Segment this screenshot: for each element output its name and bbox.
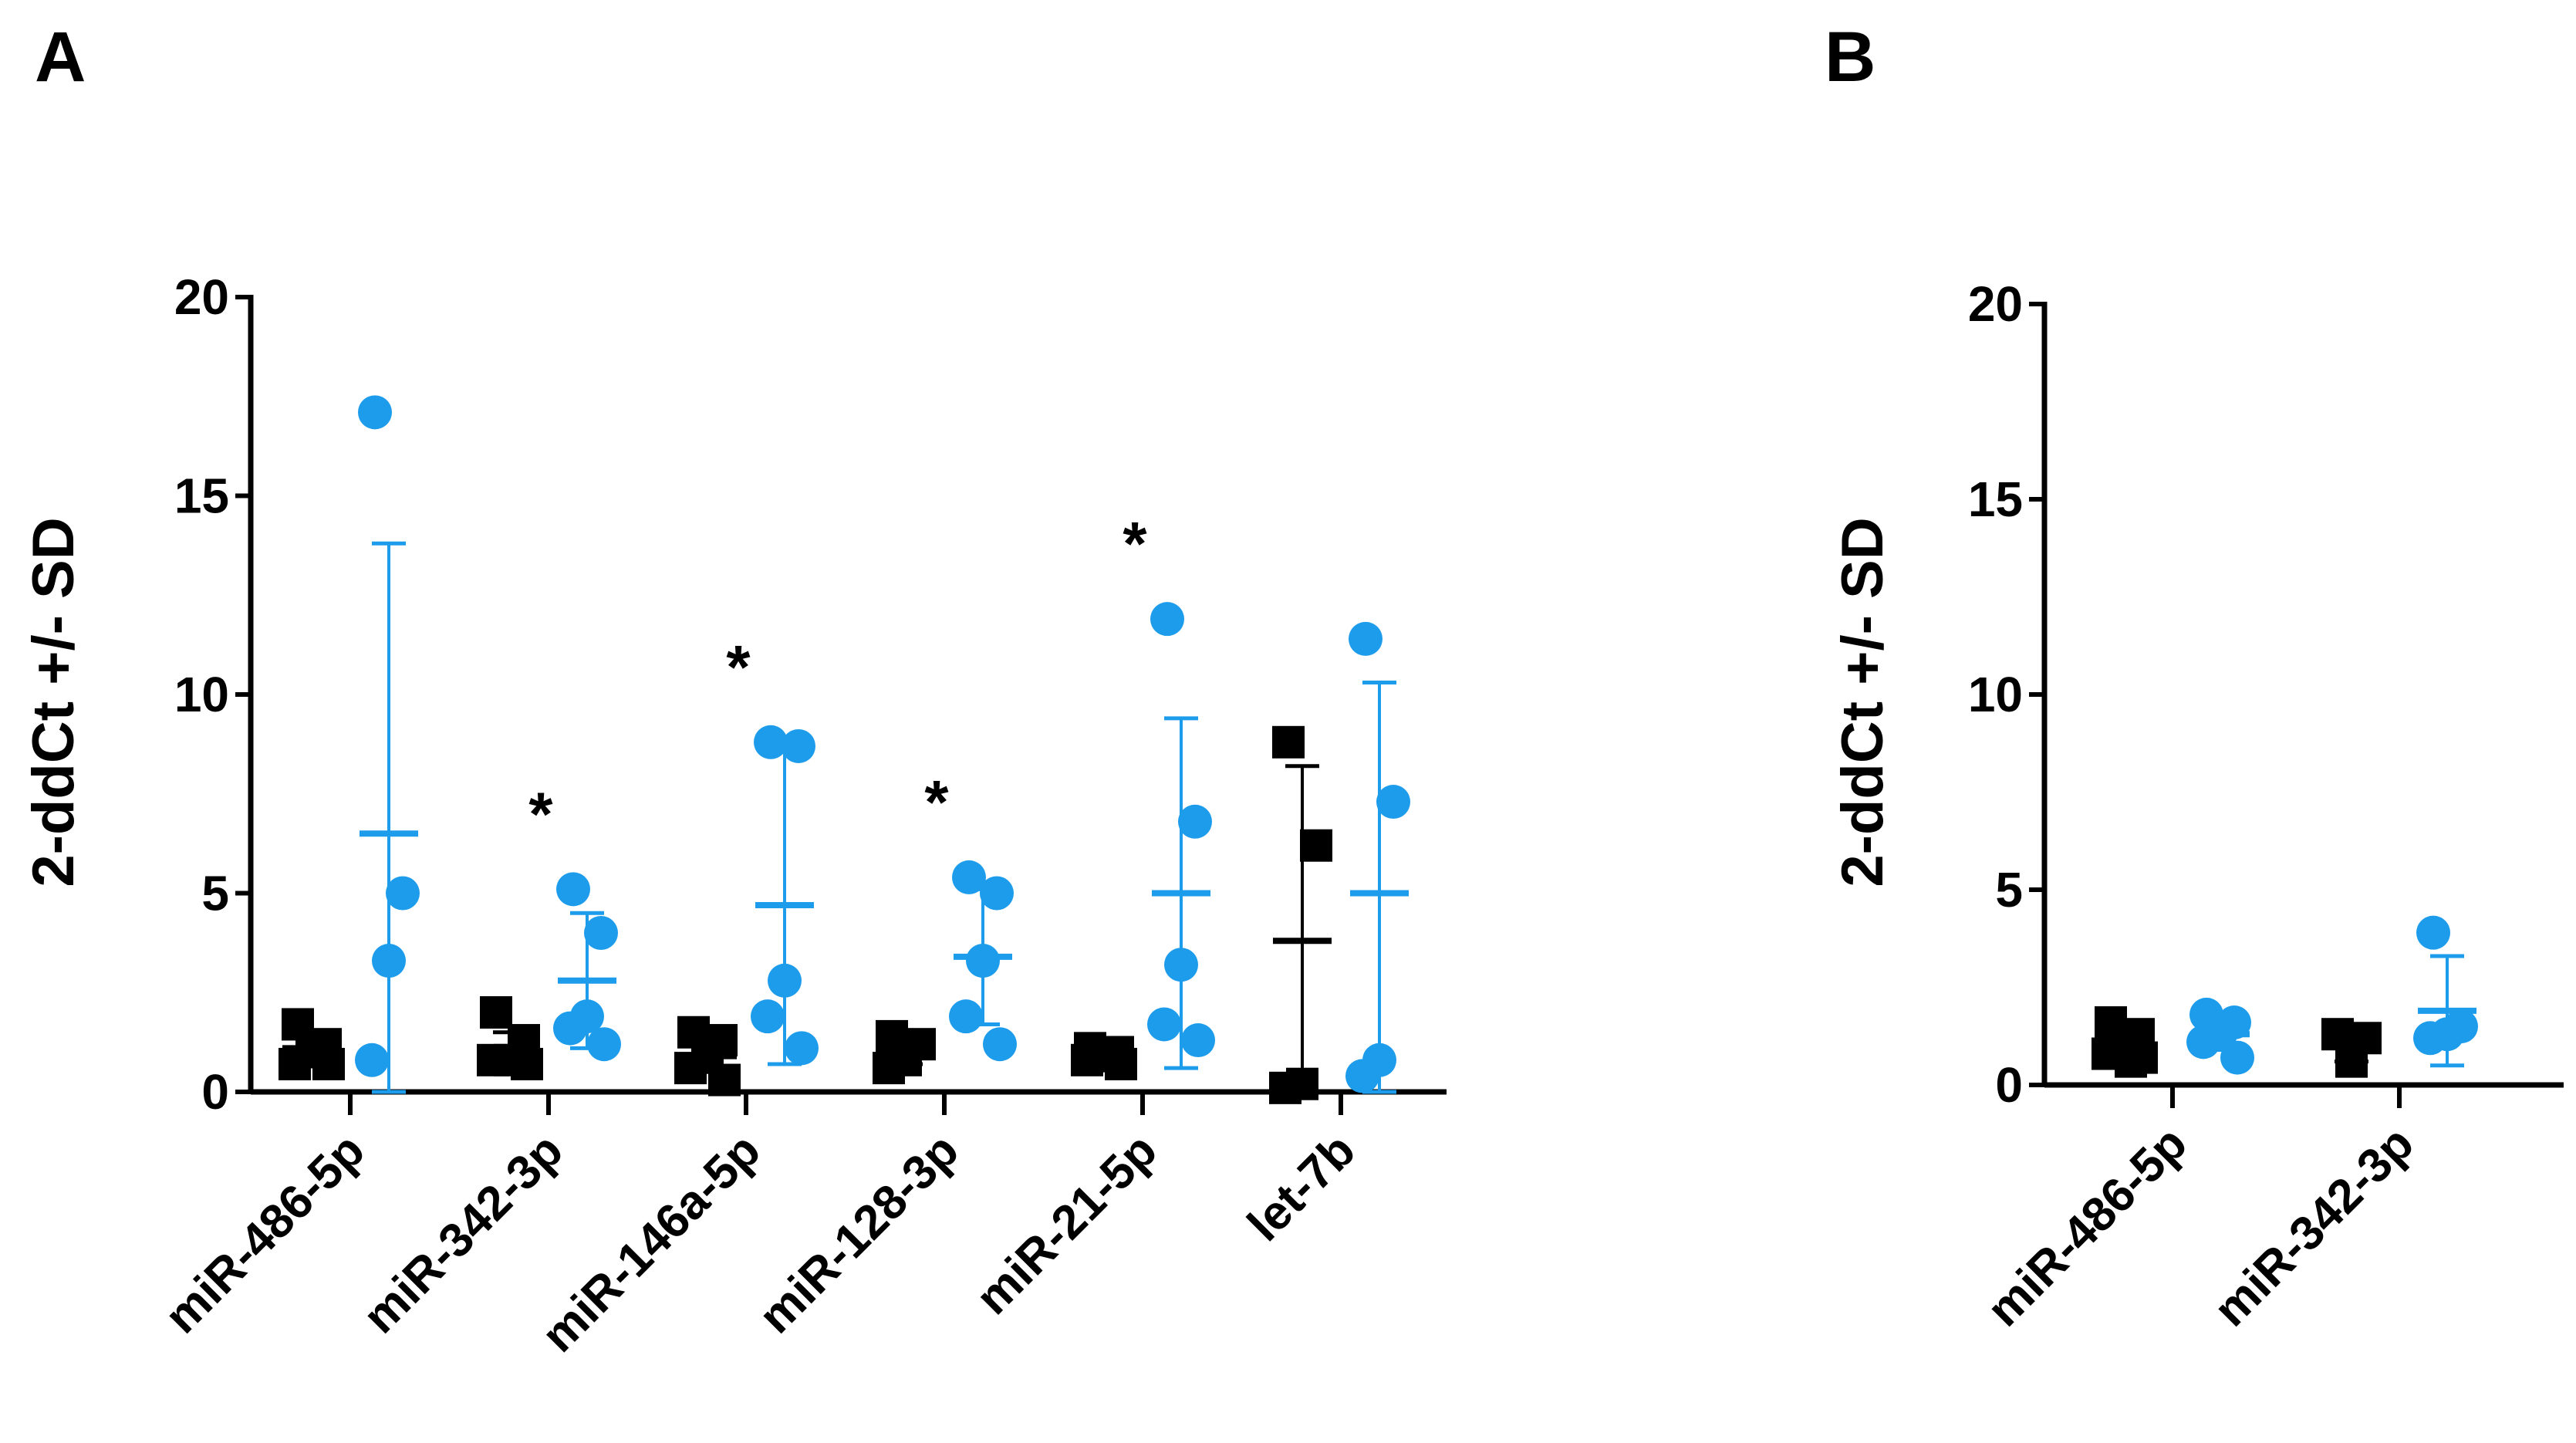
- data-point-circle: [1345, 1059, 1379, 1093]
- data-point-square: [2335, 1045, 2368, 1078]
- data-point-square: [1272, 725, 1305, 759]
- data-point-circle: [949, 999, 983, 1034]
- data-point-circle: [553, 1011, 587, 1046]
- data-point-circle: [584, 916, 618, 950]
- y-tick-label: 20: [1968, 276, 2023, 332]
- data-point-circle: [1147, 1007, 1181, 1042]
- y-tick-label: 0: [1995, 1057, 2023, 1113]
- significance-asterisk: *: [924, 768, 949, 836]
- data-point-square: [312, 1047, 345, 1080]
- data-point-circle: [785, 1031, 819, 1066]
- data-point-circle: [372, 944, 406, 978]
- data-point-circle: [966, 944, 1000, 978]
- data-point-circle: [587, 1027, 621, 1062]
- x-tick-label: miR-342-3p: [353, 1124, 573, 1343]
- data-point-circle: [386, 876, 420, 911]
- data-point-circle: [1164, 948, 1198, 982]
- data-point-circle: [2416, 915, 2450, 950]
- data-point-circle: [1181, 1023, 1215, 1058]
- y-tick-label: 5: [201, 866, 229, 921]
- data-point-circle: [355, 1043, 389, 1077]
- data-point-square: [1071, 1043, 1103, 1076]
- y-tick-label: 15: [174, 468, 229, 524]
- data-point-square: [1105, 1047, 1137, 1080]
- data-point-square: [708, 1063, 741, 1097]
- data-point-square: [873, 1052, 905, 1085]
- y-tick-label: 10: [1968, 667, 2023, 722]
- data-point-square: [674, 1052, 707, 1085]
- x-tick-label: miR-486-5p: [1977, 1117, 2197, 1337]
- panel-label: A: [35, 18, 86, 96]
- data-point-circle: [358, 395, 392, 430]
- data-point-circle: [2186, 1025, 2220, 1059]
- y-tick-label: 5: [1995, 862, 2023, 918]
- data-point-circle: [983, 1027, 1017, 1062]
- data-point-circle: [754, 725, 788, 759]
- panel-a: A 0 5 10 15 20 2-ddCt +/- SD miR-486-5pmiR-342-…: [21, 18, 1447, 1363]
- y-tick-label: 10: [174, 667, 229, 722]
- y-axis-label: 2-ddCt +/- SD: [21, 517, 86, 887]
- panel-b: B 0 5 10 15 20 2-ddCt +/- SD miR-486-5p miR-342-…: [1825, 18, 2564, 1337]
- x-tick-label: miR-21-5p: [966, 1124, 1167, 1325]
- data-point-circle: [1376, 785, 1410, 820]
- significance-asterisk: *: [528, 779, 553, 848]
- data-point-circle: [1178, 804, 1212, 839]
- data-point-square: [1269, 1071, 1302, 1104]
- data-point-circle: [952, 860, 986, 894]
- x-tick-label: miR-128-3p: [749, 1124, 969, 1343]
- y-tick-label: 15: [1968, 471, 2023, 527]
- y-tick-label: 20: [174, 269, 229, 325]
- panel-label: B: [1825, 18, 1875, 96]
- data-point-circle: [556, 872, 590, 907]
- significance-asterisk: *: [1123, 509, 1147, 578]
- data-point-square: [282, 1008, 314, 1041]
- data-point-square: [2115, 1045, 2147, 1078]
- y-tick-label: 0: [201, 1064, 229, 1120]
- data-point-square: [2321, 1018, 2354, 1051]
- data-point-circle: [2220, 1040, 2254, 1075]
- data-point-square: [511, 1047, 543, 1080]
- x-tick-label: miR-342-3p: [2204, 1117, 2424, 1337]
- significance-asterisk: *: [726, 633, 751, 701]
- data-point-circle: [1349, 621, 1383, 656]
- data-point-square: [480, 996, 512, 1029]
- data-point-circle: [751, 999, 785, 1034]
- x-tick-label: let-7b: [1237, 1124, 1366, 1252]
- data-point-square: [1300, 829, 1332, 862]
- y-axis-label: 2-ddCt +/- SD: [1830, 517, 1896, 887]
- data-point-circle: [980, 876, 1014, 911]
- data-point-circle: [782, 728, 815, 763]
- data-point-circle: [768, 963, 802, 998]
- data-point-circle: [2413, 1021, 2447, 1056]
- data-point-square: [279, 1047, 311, 1080]
- data-point-circle: [1150, 602, 1184, 637]
- x-tick-label: miR-486-5p: [155, 1124, 375, 1343]
- data-point-square: [477, 1043, 509, 1076]
